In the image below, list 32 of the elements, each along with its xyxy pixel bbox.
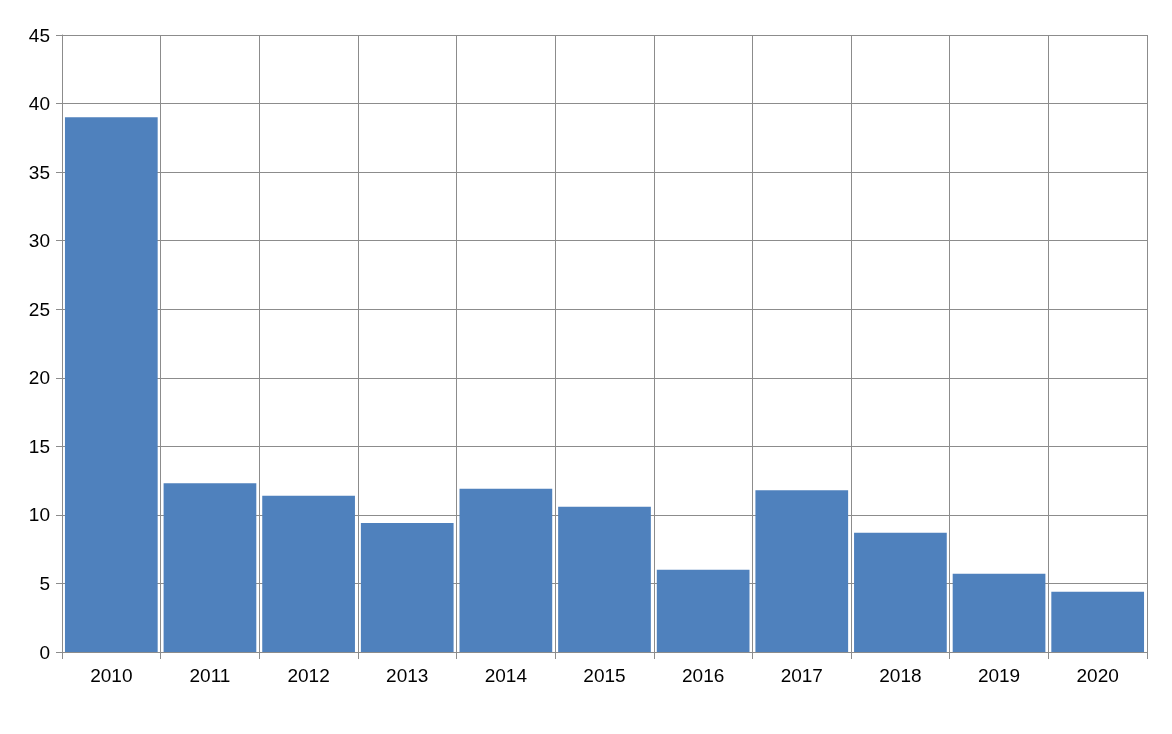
- x-tick-label: 2012: [287, 665, 330, 686]
- bar: [459, 488, 553, 652]
- bar: [656, 569, 750, 652]
- bar: [64, 117, 158, 652]
- x-tick-label: 2010: [90, 665, 133, 686]
- bar: [262, 495, 355, 652]
- x-tick-label: 2016: [682, 665, 725, 686]
- bar: [360, 523, 454, 652]
- y-tick-label: 25: [28, 298, 50, 320]
- y-tick-label: 40: [28, 93, 50, 115]
- y-tick-label: 30: [28, 230, 50, 252]
- x-tick-label: 2014: [484, 665, 528, 686]
- y-tick-label: 45: [28, 24, 50, 46]
- y-tick-label: 35: [28, 161, 50, 183]
- x-tick-label: 2019: [977, 665, 1021, 686]
- bar: [1051, 591, 1145, 652]
- x-tick-label: 2018: [879, 665, 922, 686]
- bar: [558, 506, 651, 652]
- y-tick-label: 15: [28, 435, 50, 457]
- y-tick-label: 0: [39, 641, 50, 663]
- bar: [163, 483, 257, 652]
- y-tick-label: 20: [28, 367, 50, 389]
- x-tick-label: 2017: [780, 665, 823, 686]
- x-tick-label: 2015: [583, 665, 626, 686]
- x-tick-label: 2011: [189, 665, 231, 686]
- bar: [854, 532, 947, 652]
- y-tick-label: 10: [28, 504, 50, 526]
- bar: [755, 490, 849, 652]
- x-tick-label: 2013: [386, 665, 429, 686]
- bar: [952, 573, 1046, 652]
- y-tick-label: 5: [39, 572, 50, 594]
- x-tick-label: 2020: [1076, 665, 1119, 686]
